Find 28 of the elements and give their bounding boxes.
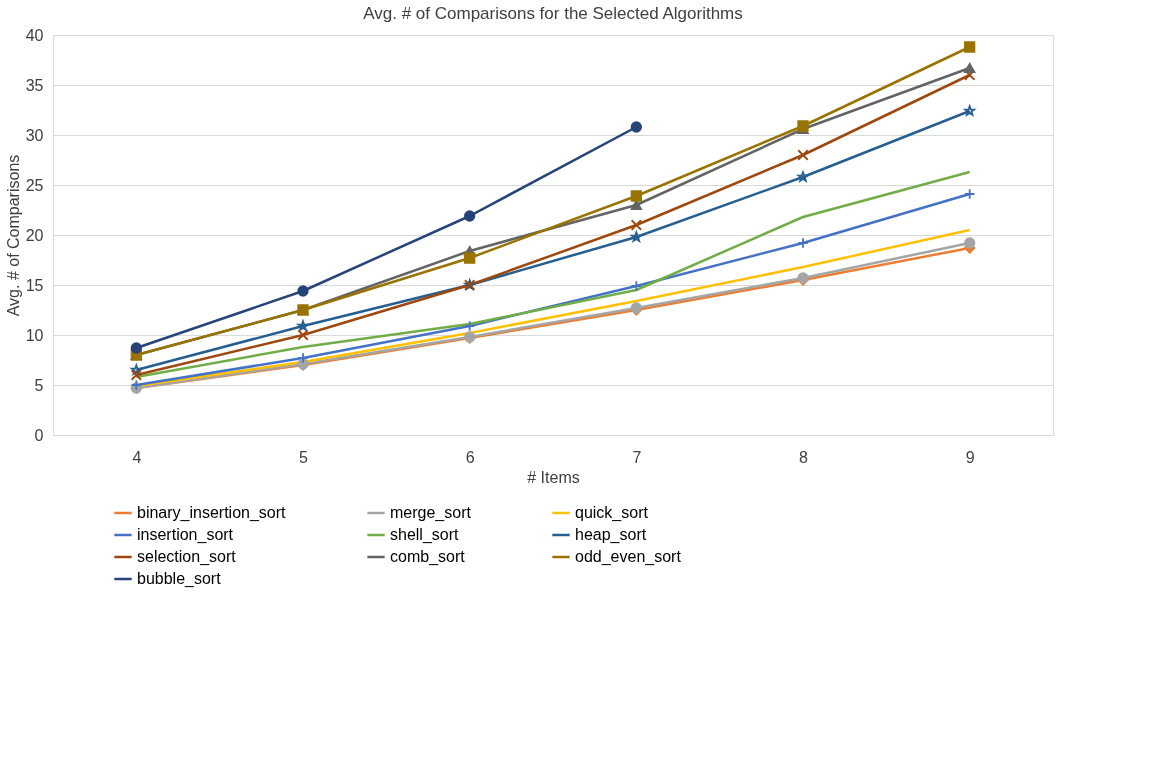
y-tick-label: 30 xyxy=(25,126,44,144)
y-tick-label: 40 xyxy=(25,26,44,44)
legend-label: merge_sort xyxy=(390,504,472,522)
legend-label: comb_sort xyxy=(390,548,466,566)
x-tick-label: 6 xyxy=(465,448,475,466)
legend-label: selection_sort xyxy=(137,548,237,566)
y-tick-label: 15 xyxy=(25,276,44,294)
x-tick-label: 4 xyxy=(132,448,142,466)
legend-label: quick_sort xyxy=(575,504,649,522)
legend-label: bubble_sort xyxy=(137,570,222,588)
x-tick-label: 8 xyxy=(799,448,809,466)
x-tick-label: 5 xyxy=(299,448,309,466)
chart-title: Avg. # of Comparisons for the Selected Algorithms xyxy=(363,4,743,23)
legend-label: binary_insertion_sort xyxy=(137,504,287,522)
legend-label: heap_sort xyxy=(575,526,647,544)
y-tick-label: 10 xyxy=(25,326,44,344)
y-tick-label: 0 xyxy=(34,426,44,444)
legend-label: insertion_sort xyxy=(137,526,234,544)
x-tick-label: 9 xyxy=(965,448,975,466)
y-tick-label: 5 xyxy=(34,376,44,394)
y-axis-title: Avg. # of Comparisons xyxy=(4,154,22,317)
y-tick-label: 20 xyxy=(25,226,44,244)
legend-label: shell_sort xyxy=(390,526,460,544)
x-axis-title: # Items xyxy=(527,468,580,486)
legend-label: odd_even_sort xyxy=(575,548,682,566)
x-tick-label: 7 xyxy=(632,448,642,466)
y-tick-label: 25 xyxy=(25,176,44,194)
y-tick-label: 35 xyxy=(25,76,44,94)
